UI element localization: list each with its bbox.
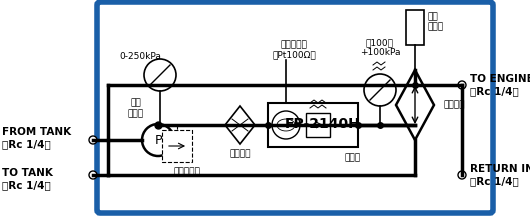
- Text: リリーフ弁: リリーフ弁: [173, 167, 200, 176]
- Text: 減圧弁: 減圧弁: [345, 153, 361, 162]
- Text: FROM TANK
（Rc 1/4）: FROM TANK （Rc 1/4）: [2, 127, 71, 149]
- Bar: [162, 130, 192, 162]
- Bar: [406, 10, 424, 45]
- Text: TO TANK
（Rc 1/4）: TO TANK （Rc 1/4）: [2, 168, 53, 190]
- Bar: [306, 113, 330, 137]
- Circle shape: [364, 74, 396, 106]
- Text: RETURN IN
（Rc 1/4）: RETURN IN （Rc 1/4）: [470, 164, 530, 186]
- Text: 温度センサ
（Pt100Ω）: 温度センサ （Pt100Ω）: [272, 40, 316, 59]
- Polygon shape: [396, 70, 434, 140]
- Text: 0-250kPa: 0-250kPa: [119, 52, 161, 61]
- Text: －100～
+100kPa: －100～ +100kPa: [360, 38, 400, 57]
- Text: 燃料
ポンプ: 燃料 ポンプ: [128, 99, 144, 118]
- Circle shape: [458, 81, 466, 89]
- Circle shape: [272, 111, 300, 139]
- Text: 熱交換機: 熱交換機: [443, 101, 464, 110]
- Circle shape: [458, 171, 466, 179]
- Circle shape: [144, 59, 176, 91]
- Circle shape: [89, 171, 97, 179]
- Bar: [268, 103, 358, 147]
- Text: P: P: [154, 134, 162, 147]
- Circle shape: [142, 124, 174, 156]
- Text: TO ENGINE
（Rc 1/4）: TO ENGINE （Rc 1/4）: [470, 74, 530, 96]
- Polygon shape: [225, 106, 255, 144]
- Circle shape: [89, 136, 97, 144]
- Text: FP-2140H: FP-2140H: [285, 117, 361, 131]
- Text: 圧力
センサ: 圧力 センサ: [427, 12, 443, 31]
- Text: フィルタ: フィルタ: [229, 149, 251, 158]
